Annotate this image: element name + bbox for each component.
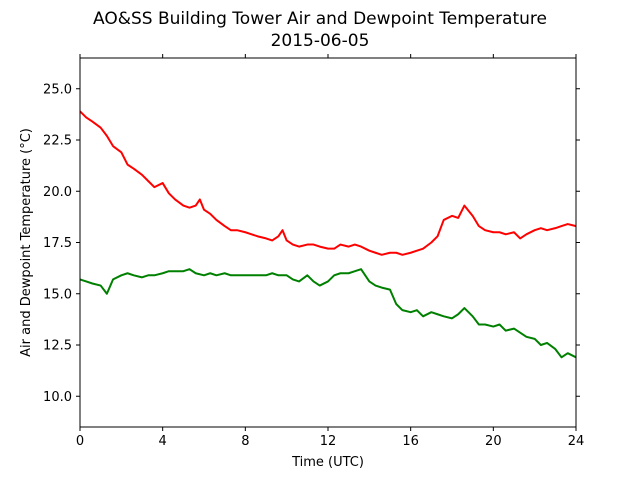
- y-tick-label: 22.5: [43, 134, 72, 149]
- x-tick-label: 0: [76, 434, 84, 449]
- x-tick-label: 24: [568, 434, 585, 449]
- y-tick-label: 20.0: [43, 185, 72, 200]
- series-line-1: [79, 268, 577, 359]
- y-tick-label: 15.0: [43, 287, 72, 302]
- plot-frame: [79, 57, 577, 428]
- x-tick-label: 8: [241, 434, 249, 449]
- x-tick-label: 16: [402, 434, 419, 449]
- chart-subtitle: 2015-06-05: [271, 31, 370, 51]
- x-tick-label: 4: [159, 434, 167, 449]
- series-layer: [79, 110, 577, 359]
- x-tick-label: 20: [485, 434, 502, 449]
- series-line-0: [79, 110, 577, 256]
- ticks-layer: 0 4 8 12 16 20 24 10.0 12.5 15.0 17.5 20.0 22.5 25.0: [43, 54, 584, 449]
- x-tick-label: 12: [320, 434, 337, 449]
- chart-title: AO&SS Building Tower Air and Dewpoint Te…: [93, 9, 547, 29]
- y-tick-label: 12.5: [43, 339, 72, 354]
- y-tick-label: 10.0: [43, 390, 72, 405]
- y-tick-label: 25.0: [43, 82, 72, 97]
- y-axis-label: Air and Dewpoint Temperature (°C): [19, 128, 34, 357]
- y-tick-label: 17.5: [43, 236, 72, 251]
- x-axis-label: Time (UTC): [291, 455, 364, 470]
